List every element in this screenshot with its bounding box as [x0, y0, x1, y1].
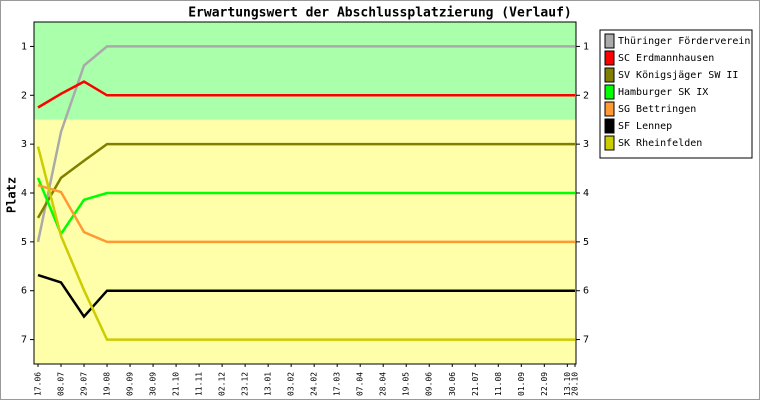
- y-tick-label: 5: [583, 237, 589, 248]
- y-tick-label: 7: [21, 335, 27, 346]
- x-tick-label: 09.09: [126, 372, 135, 396]
- y-tick-label: 4: [21, 188, 27, 199]
- legend-label: Hamburger SK IX: [618, 87, 708, 98]
- x-tick-label: 17.03: [333, 372, 342, 396]
- x-tick-label: 30.09: [149, 372, 158, 396]
- y-tick-label: 3: [583, 139, 589, 150]
- legend-label: SV Königsjäger SW II: [618, 70, 738, 81]
- series-line: [36, 146, 575, 341]
- legend-label: SF Lennep: [618, 121, 672, 132]
- x-tick-label: 07.04: [356, 372, 365, 396]
- x-tick-label: 03.02: [287, 372, 296, 396]
- y-axis-title: Platz: [5, 177, 19, 213]
- y-tick-label: 5: [21, 237, 27, 248]
- y-tick-label: 6: [21, 286, 27, 297]
- x-tick-label: 08.07: [57, 372, 66, 396]
- y-tick-label: 2: [583, 90, 589, 101]
- series-line: [36, 177, 575, 237]
- series-line: [37, 273, 575, 319]
- y-tick-label: 1: [583, 41, 589, 52]
- x-tick-label: 30.06: [448, 372, 457, 396]
- chart-title: Erwartungswert der Abschlussplatzierung …: [188, 6, 572, 21]
- x-tick-label: 02.12: [218, 372, 227, 396]
- series-line: [37, 184, 575, 244]
- y-tick-label: 7: [583, 335, 589, 346]
- legend-swatch: [604, 135, 615, 151]
- legend-label: SC Erdmannhausen: [618, 53, 714, 64]
- legend-label: Thüringer Förderverein: [618, 36, 750, 47]
- legend-box: [599, 29, 753, 159]
- x-tick-label: 09.06: [425, 372, 434, 396]
- legend-swatch: [604, 50, 615, 66]
- x-tick-label: 11.08: [494, 372, 503, 396]
- x-tick-label: 20.10: [571, 372, 580, 396]
- x-tick-label: 13.01: [264, 372, 273, 396]
- x-tick-label: 21.07: [471, 372, 480, 396]
- legend-label: SG Bettringen: [618, 104, 696, 115]
- legend-swatch: [604, 118, 615, 134]
- x-tick-label: 11.11: [195, 372, 204, 396]
- x-tick-label: 22.09: [540, 372, 549, 396]
- x-tick-label: 21.10: [172, 372, 181, 396]
- y-tick-label: 2: [21, 90, 27, 101]
- x-tick-label: 19.05: [402, 372, 411, 396]
- series-line: [36, 45, 575, 243]
- x-tick-label: 23.12: [241, 372, 250, 396]
- legend-label: SK Rheinfelden: [618, 138, 702, 149]
- series-line: [36, 142, 575, 219]
- x-tick-label: 19.08: [103, 372, 112, 396]
- series-line: [37, 80, 575, 109]
- legend-swatch: [604, 84, 615, 100]
- legend-swatch: [604, 67, 615, 83]
- legend-swatch: [604, 101, 615, 117]
- x-tick-label: 13.10: [563, 372, 572, 396]
- y-tick-label: 6: [583, 286, 589, 297]
- x-tick-label: 17.06: [34, 372, 43, 396]
- background-band: [34, 22, 576, 120]
- x-tick-label: 24.02: [310, 372, 319, 396]
- x-tick-label: 28.04: [379, 372, 388, 396]
- y-tick-label: 4: [583, 188, 589, 199]
- y-tick-label: 3: [21, 139, 27, 150]
- x-tick-label: 29.07: [80, 372, 89, 396]
- legend-swatch: [604, 33, 615, 49]
- y-tick-label: 1: [21, 41, 27, 52]
- x-tick-label: 01.09: [517, 372, 526, 396]
